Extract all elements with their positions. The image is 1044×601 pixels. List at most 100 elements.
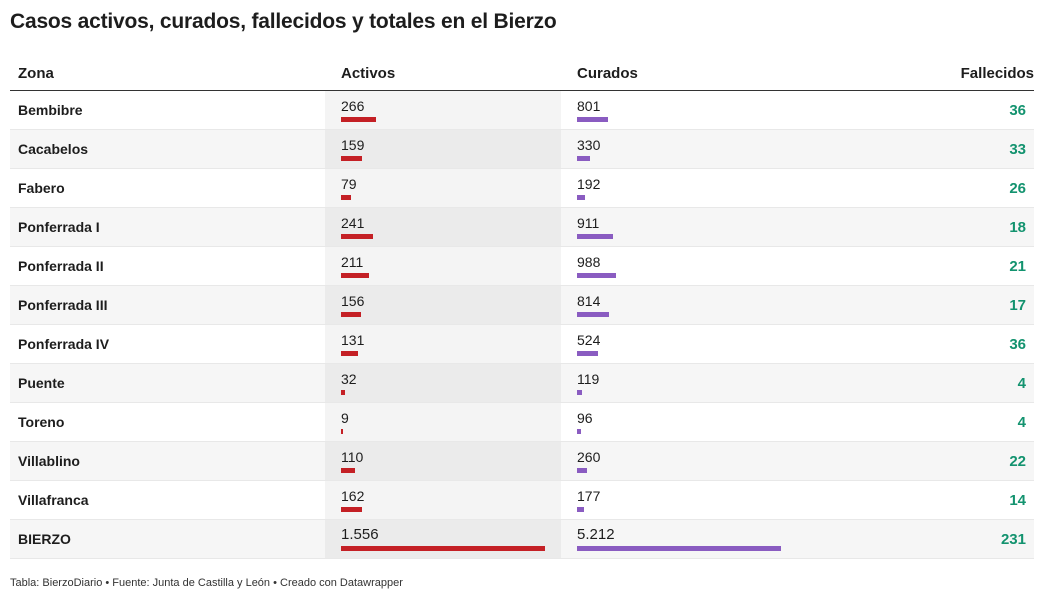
- curados-cell: 988: [561, 247, 797, 285]
- activos-cell: 241: [325, 208, 561, 246]
- table-row: Villablino 110 260 22: [10, 442, 1034, 481]
- curados-bar: [577, 390, 582, 395]
- activos-bar: [341, 507, 363, 512]
- curados-value: 260: [577, 449, 601, 465]
- table-row: Ponferrada I 241 911 18: [10, 208, 1034, 247]
- activos-bar: [341, 195, 352, 200]
- curados-value: 177: [577, 488, 601, 504]
- table-row: BIERZO 1.556 5.212 231: [10, 520, 1034, 559]
- fallecidos-value: 22: [1009, 453, 1026, 470]
- curados-cell: 119: [561, 364, 797, 402]
- activos-cell: 211: [325, 247, 561, 285]
- zona-label: Toreno: [18, 414, 65, 430]
- table-row: Toreno 9 96 4: [10, 403, 1034, 442]
- activos-value: 110: [341, 449, 364, 465]
- activos-cell: 266: [325, 91, 561, 129]
- fallecidos-value: 4: [1017, 414, 1026, 431]
- zona-label: Villablino: [18, 453, 80, 469]
- fallecidos-value: 17: [1009, 297, 1026, 314]
- table-row: Cacabelos 159 330 33: [10, 130, 1034, 169]
- activos-bar: [341, 312, 362, 317]
- activos-bar: [341, 546, 545, 551]
- activos-value: 131: [341, 332, 365, 348]
- data-table: Zona Activos Curados Fallecidos Bembibre…: [10, 54, 1034, 559]
- curados-bar: [577, 273, 616, 278]
- activos-value: 159: [341, 137, 365, 153]
- fallecidos-value: 14: [1009, 492, 1026, 509]
- activos-value: 241: [341, 215, 365, 231]
- curados-value: 524: [577, 332, 601, 348]
- fallecidos-value: 36: [1009, 336, 1026, 353]
- curados-cell: 192: [561, 169, 797, 207]
- curados-value: 988: [577, 254, 601, 270]
- curados-value: 119: [577, 371, 600, 387]
- header-activos: Activos: [341, 65, 396, 82]
- header-curados: Curados: [577, 65, 638, 82]
- fallecidos-value: 33: [1009, 141, 1026, 158]
- chart-title: Casos activos, curados, fallecidos y tot…: [10, 10, 557, 33]
- fallecidos-value: 18: [1009, 219, 1026, 236]
- curados-cell: 801: [561, 91, 797, 129]
- table-row: Villafranca 162 177 14: [10, 481, 1034, 520]
- zona-label: Ponferrada III: [18, 297, 108, 313]
- activos-bar: [341, 351, 359, 356]
- curados-cell: 177: [561, 481, 797, 519]
- curados-bar: [577, 312, 609, 317]
- activos-cell: 131: [325, 325, 561, 363]
- curados-cell: 814: [561, 286, 797, 324]
- zona-label: Fabero: [18, 180, 65, 196]
- curados-value: 801: [577, 98, 601, 114]
- fallecidos-value: 36: [1009, 102, 1026, 119]
- curados-bar: [577, 117, 609, 122]
- activos-cell: 159: [325, 130, 561, 168]
- curados-bar: [577, 507, 584, 512]
- zona-label: Ponferrada IV: [18, 336, 110, 352]
- curados-bar: [577, 156, 590, 161]
- curados-value: 5.212: [577, 526, 615, 543]
- source-footer: Tabla: BierzoDiario • Fuente: Junta de C…: [10, 577, 403, 589]
- activos-bar: [341, 273, 369, 278]
- activos-value: 156: [341, 293, 365, 309]
- activos-cell: 79: [325, 169, 561, 207]
- curados-value: 96: [577, 410, 593, 426]
- zona-label: Villafranca: [18, 492, 89, 508]
- activos-value: 162: [341, 488, 365, 504]
- activos-value: 211: [341, 254, 364, 270]
- curados-bar: [577, 546, 781, 551]
- curados-cell: 330: [561, 130, 797, 168]
- curados-value: 814: [577, 293, 601, 309]
- activos-value: 79: [341, 176, 357, 192]
- zona-label: Puente: [18, 375, 65, 391]
- curados-value: 192: [577, 176, 601, 192]
- header-zona: Zona: [18, 65, 54, 82]
- zona-label: Bembibre: [18, 102, 83, 118]
- zona-label: Ponferrada II: [18, 258, 104, 274]
- zona-label: Ponferrada I: [18, 219, 100, 235]
- table-row: Fabero 79 192 26: [10, 169, 1034, 208]
- curados-cell: 5.212: [561, 520, 797, 558]
- activos-value: 266: [341, 98, 365, 114]
- activos-bar: [341, 156, 362, 161]
- curados-cell: 911: [561, 208, 797, 246]
- activos-cell: 1.556: [325, 520, 561, 558]
- table-row: Puente 32 119 4: [10, 364, 1034, 403]
- fallecidos-value: 4: [1017, 375, 1026, 392]
- activos-cell: 156: [325, 286, 561, 324]
- table-row: Ponferrada II 211 988 21: [10, 247, 1034, 286]
- activos-value: 1.556: [341, 526, 379, 543]
- table-body: Bembibre 266 801 36 Cacabelos 159 330 33 Fabero 7…: [10, 91, 1034, 559]
- curados-value: 911: [577, 215, 600, 231]
- activos-bar: [341, 468, 356, 473]
- curados-bar: [577, 195, 585, 200]
- curados-cell: 260: [561, 442, 797, 480]
- activos-cell: 32: [325, 364, 561, 402]
- activos-bar: [341, 234, 373, 239]
- fallecidos-value: 26: [1009, 180, 1026, 197]
- activos-value: 9: [341, 410, 349, 426]
- activos-cell: 162: [325, 481, 561, 519]
- curados-value: 330: [577, 137, 601, 153]
- curados-bar: [577, 429, 581, 434]
- curados-cell: 524: [561, 325, 797, 363]
- header-fallecidos: Fallecidos: [960, 65, 1034, 82]
- curados-bar: [577, 351, 598, 356]
